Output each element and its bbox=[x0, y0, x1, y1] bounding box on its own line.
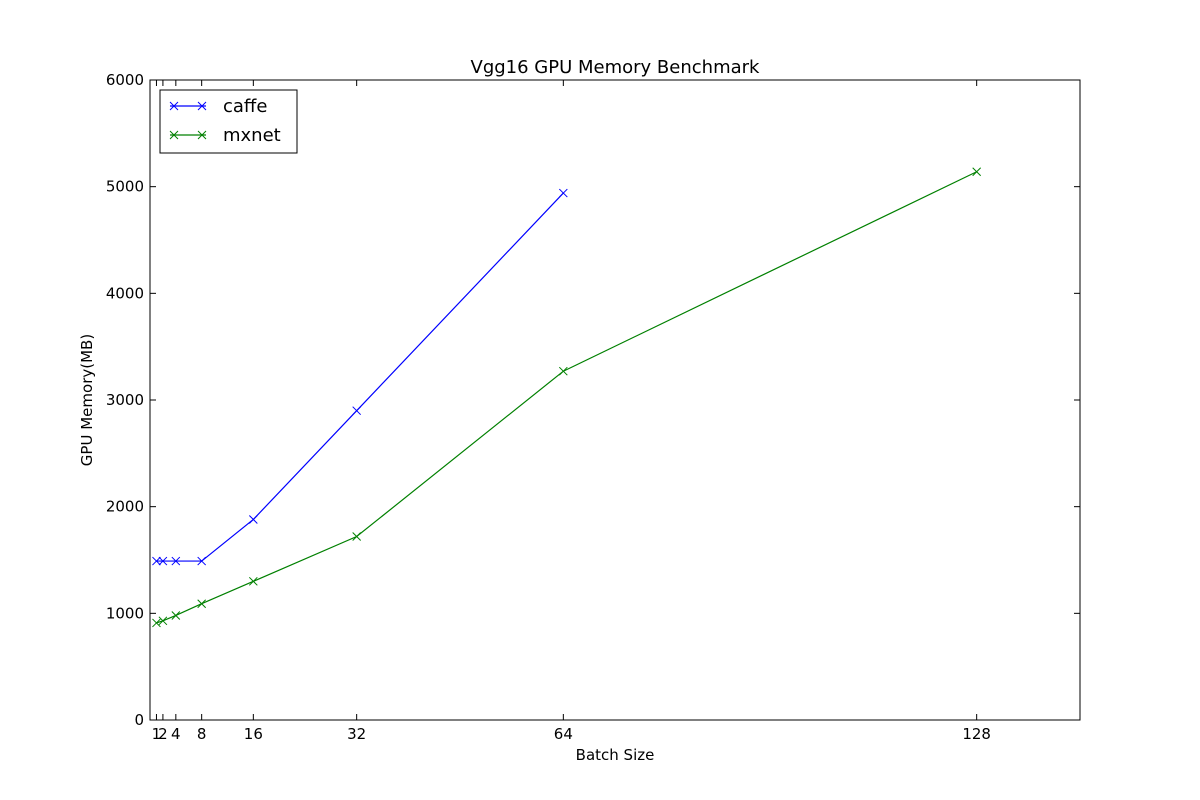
legend-box bbox=[159, 89, 298, 154]
x-tick-label: 8 bbox=[197, 725, 207, 743]
data-point-mxnet bbox=[352, 532, 362, 541]
series-layer bbox=[152, 167, 982, 628]
data-point-mxnet bbox=[972, 167, 982, 177]
y-tick-label: 1000 bbox=[106, 604, 144, 622]
x-tick-label: 64 bbox=[554, 725, 573, 743]
legend-label-mxnet: mxnet bbox=[223, 125, 281, 146]
legend-marker-mxnet bbox=[169, 130, 179, 140]
legend: caffe mxnet bbox=[159, 89, 298, 154]
x-tick-label: 4 bbox=[171, 725, 181, 743]
x-tick-label: 128 bbox=[962, 725, 991, 743]
data-point-caffe bbox=[152, 556, 161, 566]
data-point-caffe bbox=[171, 556, 181, 566]
chart-title: Vgg16 GPU Memory Benchmark bbox=[471, 57, 761, 78]
y-tick-label: 5000 bbox=[106, 178, 144, 196]
legend-marker-caffe bbox=[197, 101, 207, 111]
plot-area bbox=[149, 79, 1081, 721]
y-tick-label: 0 bbox=[134, 711, 144, 729]
legend-marker-caffe bbox=[169, 101, 179, 111]
x-tick-label: 32 bbox=[347, 725, 366, 743]
y-tick-label: 3000 bbox=[106, 391, 144, 409]
y-tick-label: 6000 bbox=[106, 71, 144, 89]
x-axis: 12 4 8 16 32 64 128 bbox=[152, 80, 991, 743]
data-point-mxnet bbox=[152, 618, 161, 628]
data-point-caffe bbox=[558, 188, 568, 198]
x-tick-label: 1 bbox=[152, 725, 162, 743]
data-point-caffe bbox=[352, 406, 362, 416]
y-axis-title: GPU Memory(MB) bbox=[78, 334, 96, 466]
data-point-mxnet bbox=[158, 616, 168, 626]
data-point-mxnet bbox=[171, 611, 181, 620]
legend-marker-mxnet bbox=[197, 130, 207, 140]
data-point-mxnet bbox=[558, 366, 568, 376]
data-point-caffe bbox=[197, 556, 207, 566]
x-tick-label: 16 bbox=[244, 725, 263, 743]
data-point-mxnet bbox=[248, 576, 258, 586]
series-line-mxnet bbox=[156, 171, 977, 624]
data-point-mxnet bbox=[197, 599, 207, 609]
x-axis-title: Batch Size bbox=[576, 746, 655, 764]
y-tick-label: 2000 bbox=[106, 498, 144, 516]
x-tick-label: 2 bbox=[158, 725, 168, 743]
y-axis: 0 1000 2000 3000 4000 5000 6000 bbox=[106, 71, 1080, 729]
data-point-caffe bbox=[248, 515, 258, 524]
legend-label-caffe: caffe bbox=[223, 96, 267, 117]
y-tick-label: 4000 bbox=[106, 284, 144, 302]
data-point-caffe bbox=[158, 556, 168, 566]
